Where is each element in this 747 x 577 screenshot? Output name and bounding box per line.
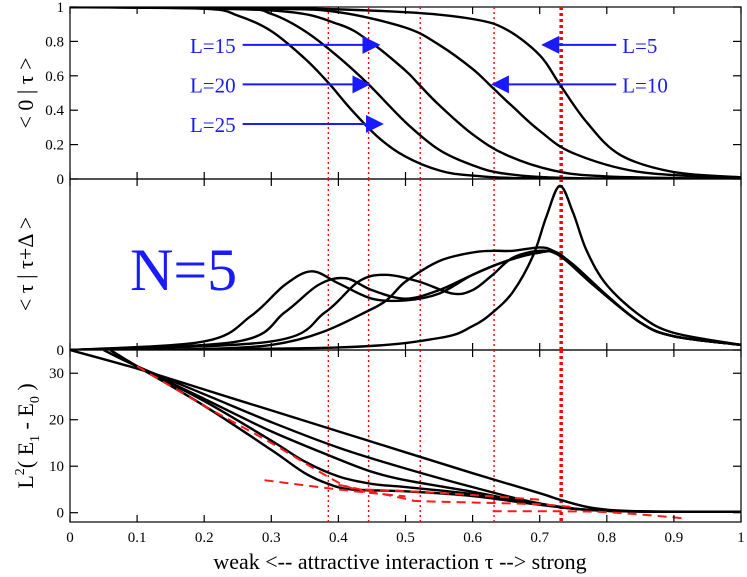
n-label: N=5: [130, 237, 237, 303]
ytick-label-overlap-3: 0.6: [45, 69, 64, 85]
ytick-label-overlap-1: 0.2: [45, 138, 64, 154]
panel-series-gap: [70, 350, 741, 521]
series-overlap-L-20: [70, 7, 741, 179]
series-gap-L-20: [109, 350, 741, 513]
xtick-label-5: 0.5: [396, 530, 415, 546]
xtick-label-2: 0.2: [195, 530, 214, 546]
xtick-label-8: 0.8: [597, 530, 616, 546]
ytick-label-gap-2: 20: [49, 413, 64, 429]
y-axis-title-gap: L2( E1 - E0 ): [13, 383, 43, 488]
y-axis-title-fidelity: < τ | τ+Δ >: [13, 217, 38, 311]
gap-ylabel-L: L: [13, 475, 38, 488]
ytick-label-overlap-2: 0.4: [45, 103, 64, 119]
arrows-layer: L=15 L=20 L=25 L=5 L=10: [190, 34, 668, 137]
xtick-label-0: 0: [66, 530, 74, 546]
dashed-gap-fit-1: [136, 365, 366, 493]
ytick-label-gap-0: 0: [57, 506, 65, 522]
ytick-label-fidelity-0: 0: [57, 343, 65, 359]
arrow-label-L-10: L=10: [622, 73, 668, 97]
gap-ylabel-close: ): [13, 383, 38, 396]
series-layer: [70, 7, 741, 521]
series-gap-L-5: [70, 350, 741, 513]
xtick-label-6: 0.6: [463, 530, 482, 546]
ytick-label-overlap-0: 0: [57, 172, 65, 188]
series-overlap-L-25: [70, 7, 741, 179]
gap-ylabel-open: ( E: [13, 442, 38, 468]
xtick-label-1: 0.1: [128, 530, 147, 546]
arrow-label-L-20: L=20: [190, 73, 236, 97]
arrow-label-L-15: L=15: [190, 34, 236, 58]
panel-series-overlap: [70, 7, 741, 179]
xtick-label-3: 0.3: [262, 530, 281, 546]
x-axis-title: weak <-- attractive interaction τ --> st…: [213, 549, 586, 574]
gap-ylabel-mid: - E: [13, 403, 38, 435]
gap-ylabel-sub0: 0: [28, 396, 43, 403]
series-overlap-L-15: [70, 7, 741, 179]
panel-series-fidelity: [70, 184, 741, 350]
xtick-label-10: 1: [737, 530, 745, 546]
gap-ylabel-sub1: 1: [28, 435, 43, 442]
series-overlap-L-10: [70, 7, 741, 179]
arrow-label-L-5: L=5: [622, 34, 657, 58]
series-gap-L-25: [109, 350, 741, 513]
ytick-label-overlap-4: 0.8: [45, 34, 64, 50]
dashed-gap-fit-4: [365, 488, 540, 501]
ytick-label-gap-3: 30: [49, 366, 64, 382]
gap-ylabel-sq: 2: [13, 468, 28, 475]
series-fidelity-L-25: [70, 249, 741, 350]
arrow-label-L-25: L=25: [190, 113, 236, 137]
y-axis-title-overlap: < 0 | τ >: [13, 57, 38, 128]
xtick-label-7: 0.7: [530, 530, 549, 546]
ytick-label-gap-1: 10: [49, 459, 64, 475]
series-gap-L-15: [109, 350, 741, 513]
dashed-gap-fit-3: [338, 483, 574, 509]
xtick-label-9: 0.9: [665, 530, 684, 546]
xtick-label-4: 0.4: [329, 530, 348, 546]
dashed-gap-fit-5: [492, 510, 688, 521]
series-fidelity-L-5: [70, 184, 741, 350]
ytick-label-overlap-5: 1: [57, 0, 65, 16]
